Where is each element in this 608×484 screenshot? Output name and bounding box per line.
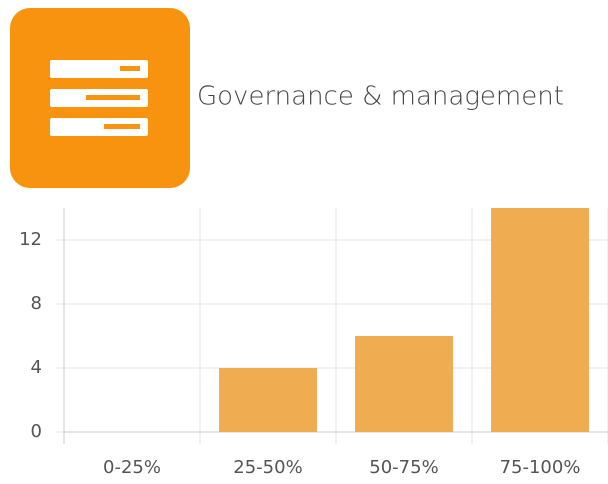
y-tick-label: 0 xyxy=(31,421,42,442)
chart-title: Governance & management xyxy=(197,82,564,112)
x-tick-label: 25-50% xyxy=(233,457,302,478)
bar xyxy=(219,368,317,432)
bar xyxy=(491,208,589,432)
x-tick-label: 0-25% xyxy=(103,457,161,478)
x-tick-label: 50-75% xyxy=(369,457,438,478)
icon xyxy=(10,8,190,188)
bar xyxy=(355,336,453,432)
y-tick-label: 4 xyxy=(31,357,42,378)
x-tick-label: 75-100% xyxy=(500,457,581,478)
y-tick-label: 8 xyxy=(31,293,42,314)
y-tick-label: 12 xyxy=(19,229,42,250)
